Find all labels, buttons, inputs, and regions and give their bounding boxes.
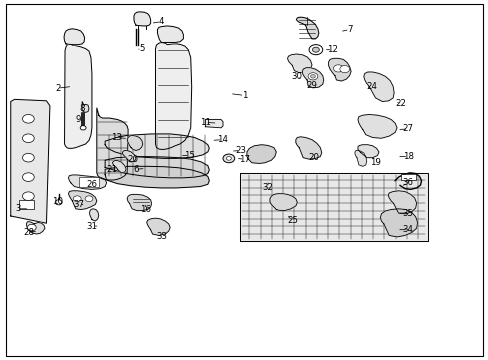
Text: 27: 27 bbox=[402, 124, 413, 133]
Circle shape bbox=[312, 47, 319, 52]
Text: 34: 34 bbox=[402, 225, 413, 234]
Circle shape bbox=[339, 66, 349, 73]
Circle shape bbox=[85, 196, 93, 202]
Text: 23: 23 bbox=[235, 146, 245, 155]
Polygon shape bbox=[112, 161, 126, 173]
Polygon shape bbox=[89, 209, 99, 221]
Polygon shape bbox=[354, 150, 366, 166]
Polygon shape bbox=[127, 194, 151, 211]
Text: 10: 10 bbox=[52, 197, 63, 206]
Polygon shape bbox=[287, 54, 311, 73]
Polygon shape bbox=[26, 222, 45, 234]
Polygon shape bbox=[205, 120, 223, 128]
Polygon shape bbox=[239, 173, 427, 241]
Polygon shape bbox=[157, 26, 183, 42]
Text: 17: 17 bbox=[239, 154, 249, 163]
Circle shape bbox=[55, 200, 62, 205]
Text: 26: 26 bbox=[86, 180, 97, 189]
Text: 33: 33 bbox=[157, 233, 167, 241]
Text: 6: 6 bbox=[133, 165, 139, 174]
Circle shape bbox=[22, 134, 34, 143]
Text: 20: 20 bbox=[127, 154, 138, 163]
Text: 37: 37 bbox=[74, 200, 84, 209]
Circle shape bbox=[333, 65, 343, 72]
Text: 1: 1 bbox=[241, 91, 247, 100]
Bar bbox=[79, 177, 99, 187]
Polygon shape bbox=[68, 191, 97, 210]
Text: 25: 25 bbox=[286, 216, 297, 225]
Polygon shape bbox=[380, 209, 417, 237]
Circle shape bbox=[27, 224, 36, 231]
Polygon shape bbox=[105, 166, 209, 188]
Text: 24: 24 bbox=[366, 82, 376, 91]
Polygon shape bbox=[387, 191, 416, 214]
Text: 11: 11 bbox=[200, 118, 210, 127]
Circle shape bbox=[226, 157, 231, 160]
Text: 15: 15 bbox=[184, 151, 195, 160]
Text: 30: 30 bbox=[291, 72, 302, 81]
Circle shape bbox=[307, 73, 317, 80]
Text: 5: 5 bbox=[139, 44, 144, 53]
Polygon shape bbox=[127, 135, 142, 150]
Polygon shape bbox=[296, 17, 318, 39]
Text: 36: 36 bbox=[402, 178, 413, 187]
Text: 4: 4 bbox=[158, 17, 164, 26]
Polygon shape bbox=[295, 137, 321, 159]
Polygon shape bbox=[64, 44, 92, 148]
Text: 29: 29 bbox=[306, 81, 317, 90]
Bar bbox=[19, 200, 34, 209]
Bar bbox=[400, 174, 415, 180]
Text: 28: 28 bbox=[23, 228, 34, 237]
Text: 7: 7 bbox=[346, 25, 352, 34]
Circle shape bbox=[22, 192, 34, 201]
Text: 35: 35 bbox=[402, 209, 413, 217]
Text: 9: 9 bbox=[76, 115, 81, 124]
Circle shape bbox=[80, 126, 86, 130]
Circle shape bbox=[22, 153, 34, 162]
Polygon shape bbox=[155, 42, 191, 149]
Text: 18: 18 bbox=[402, 152, 413, 161]
Circle shape bbox=[223, 154, 234, 163]
Text: 21: 21 bbox=[106, 165, 117, 174]
Polygon shape bbox=[246, 145, 276, 163]
Polygon shape bbox=[363, 72, 393, 102]
Polygon shape bbox=[105, 157, 209, 178]
Text: 13: 13 bbox=[111, 133, 122, 142]
Polygon shape bbox=[122, 150, 136, 162]
Polygon shape bbox=[357, 114, 396, 138]
Polygon shape bbox=[105, 134, 209, 158]
Text: 12: 12 bbox=[326, 45, 337, 54]
Circle shape bbox=[310, 75, 315, 78]
Circle shape bbox=[22, 173, 34, 181]
Polygon shape bbox=[328, 58, 350, 81]
Text: 16: 16 bbox=[140, 205, 151, 214]
Polygon shape bbox=[134, 12, 150, 26]
Circle shape bbox=[73, 196, 81, 202]
Polygon shape bbox=[11, 99, 50, 223]
Text: 31: 31 bbox=[86, 222, 97, 231]
Text: 22: 22 bbox=[395, 99, 406, 108]
Circle shape bbox=[308, 45, 322, 55]
Polygon shape bbox=[82, 102, 89, 112]
Circle shape bbox=[22, 114, 34, 123]
Text: 20: 20 bbox=[308, 153, 319, 162]
Polygon shape bbox=[146, 218, 170, 235]
Polygon shape bbox=[97, 108, 128, 180]
Polygon shape bbox=[68, 175, 106, 189]
Text: 8: 8 bbox=[79, 104, 85, 113]
Text: 14: 14 bbox=[217, 135, 227, 144]
Polygon shape bbox=[302, 68, 323, 88]
Text: 2: 2 bbox=[55, 84, 61, 93]
Text: 32: 32 bbox=[262, 183, 273, 192]
Polygon shape bbox=[269, 194, 297, 211]
Polygon shape bbox=[357, 145, 378, 158]
Text: 19: 19 bbox=[369, 158, 380, 167]
Text: 3: 3 bbox=[16, 204, 21, 213]
Polygon shape bbox=[64, 29, 84, 45]
